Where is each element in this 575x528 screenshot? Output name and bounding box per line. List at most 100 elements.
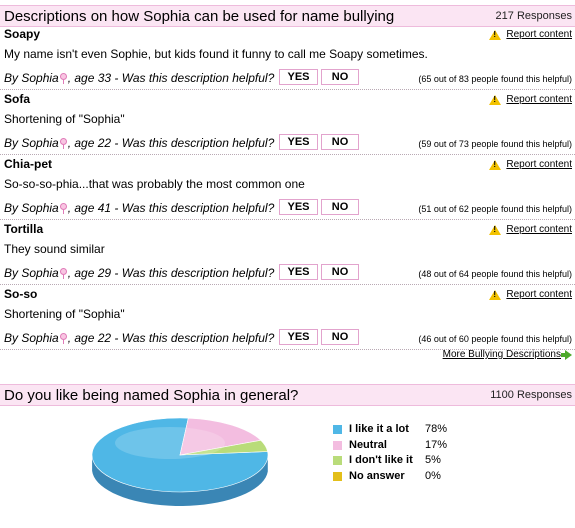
legend-swatch: [333, 471, 342, 481]
helpful-no-button[interactable]: NO: [321, 199, 359, 215]
entry-divider: [0, 284, 575, 285]
report-content-label[interactable]: Report content: [506, 289, 572, 300]
report-content-link[interactable]: Report content: [489, 94, 572, 105]
report-content-label[interactable]: Report content: [506, 94, 572, 105]
entry-name: Sofa: [4, 92, 31, 106]
female-icon: [59, 137, 67, 149]
helpful-question: Was this description helpful?: [121, 201, 275, 215]
legend-percent: 5%: [425, 454, 441, 466]
entry-description: My name isn't even Sophie, but kids foun…: [4, 47, 428, 61]
report-content-link[interactable]: Report content: [489, 289, 572, 300]
entry-author: By Sophia: [4, 331, 59, 345]
bullying-entry: Chia-pet Report content So-so-so-phia...th…: [0, 157, 575, 222]
warning-icon: [489, 94, 502, 105]
helpful-yes-button[interactable]: YES: [279, 329, 318, 345]
entry-age: , age 22 -: [67, 136, 122, 150]
legend-item: I like it a lot 78%: [333, 423, 453, 437]
entry-divider: [0, 154, 575, 155]
entry-age: , age 29 -: [67, 266, 122, 280]
helpful-count: (59 out of 73 people found this helpful): [418, 139, 572, 149]
helpful-count: (51 out of 62 people found this helpful): [418, 204, 572, 214]
helpful-yes-button[interactable]: YES: [279, 69, 318, 85]
entry-author: By Sophia: [4, 266, 59, 280]
entry-description: Shortening of "Sophia": [4, 307, 125, 321]
legend-percent: 17%: [425, 438, 448, 451]
poll-section-title: Do you like being named Sophia in genera…: [4, 387, 299, 404]
warning-icon: [489, 159, 502, 170]
bullying-entry: So-so Report content Shortening of "Sophia…: [0, 287, 575, 352]
legend-label: I don't like it: [349, 454, 413, 466]
entry-divider: [0, 89, 575, 90]
entry-divider: [0, 219, 575, 220]
entry-description: Shortening of "Sophia": [4, 112, 125, 126]
entry-author: By Sophia: [4, 136, 59, 150]
bullying-section-title: Descriptions on how Sophia can be used f…: [4, 8, 395, 25]
bullying-section-header: Descriptions on how Sophia can be used f…: [0, 5, 575, 27]
legend-swatch: [333, 425, 342, 434]
legend-percent: 78%: [425, 423, 448, 435]
helpful-question: Was this description helpful?: [121, 71, 275, 85]
helpful-question: Was this description helpful?: [121, 331, 275, 345]
warning-icon: [489, 289, 502, 300]
legend-label: Neutral: [349, 438, 387, 451]
female-icon: [59, 202, 67, 214]
helpful-no-button[interactable]: NO: [321, 264, 359, 280]
bullying-response-count: 217 Responses: [495, 10, 572, 22]
warning-icon: [489, 29, 502, 40]
pie-slice: [179, 439, 268, 456]
bullying-entry: Soapy Report content My name isn't even So…: [0, 27, 575, 92]
helpful-yes-button[interactable]: YES: [279, 199, 318, 215]
entry-description: So-so-so-phia...that was probably the mo…: [4, 177, 305, 191]
entry-meta: By Sophia , age 22 - Was this description…: [4, 136, 274, 150]
legend-percent: 0%: [425, 469, 441, 482]
helpful-yes-button[interactable]: YES: [279, 134, 318, 150]
helpful-no-button[interactable]: NO: [321, 134, 359, 150]
poll-section-header: Do you like being named Sophia in genera…: [0, 384, 575, 406]
report-content-label[interactable]: Report content: [506, 29, 572, 40]
helpful-yes-button[interactable]: YES: [279, 264, 318, 280]
pie-slice: [179, 417, 262, 456]
bullying-entry: Tortilla Report content They sound similar…: [0, 222, 575, 287]
entry-name: So-so: [4, 287, 38, 301]
more-bullying-link[interactable]: More Bullying Descriptions: [443, 349, 572, 360]
report-content-label[interactable]: Report content: [506, 159, 572, 170]
helpful-count: (65 out of 83 people found this helpful): [418, 74, 572, 84]
arrow-right-icon: [561, 349, 572, 360]
entry-age: , age 41 -: [67, 201, 122, 215]
legend-swatch: [333, 456, 342, 465]
legend-label: I like it a lot: [349, 423, 409, 435]
legend-label: No answer: [349, 469, 405, 482]
legend-item: No answer 0%: [333, 470, 453, 484]
entry-author: By Sophia: [4, 71, 59, 85]
female-icon: [59, 332, 67, 344]
female-icon: [59, 72, 67, 84]
pie-highlight: [115, 427, 225, 459]
pie-slice-side: [92, 456, 268, 506]
female-icon: [59, 267, 67, 279]
entry-meta: By Sophia , age 41 - Was this description…: [4, 201, 274, 215]
entry-age: , age 33 -: [67, 71, 122, 85]
entry-meta: By Sophia , age 22 - Was this description…: [4, 331, 274, 345]
entry-description: They sound similar: [4, 242, 105, 256]
entry-age: , age 22 -: [67, 331, 122, 345]
report-content-link[interactable]: Report content: [489, 159, 572, 170]
more-bullying-label[interactable]: More Bullying Descriptions: [442, 349, 561, 360]
entry-name: Chia-pet: [4, 157, 52, 171]
report-content-label[interactable]: Report content: [506, 224, 572, 235]
report-content-link[interactable]: Report content: [489, 224, 572, 235]
bullying-entry: Sofa Report content Shortening of "Sophia"…: [0, 92, 575, 157]
legend-item: I don't like it 5%: [333, 454, 453, 468]
entry-name: Soapy: [4, 27, 41, 41]
helpful-no-button[interactable]: NO: [321, 69, 359, 85]
legend-swatch: [333, 440, 342, 450]
helpful-question: Was this description helpful?: [121, 266, 275, 280]
warning-icon: [489, 224, 502, 235]
helpful-count: (46 out of 60 people found this helpful): [418, 334, 572, 344]
entry-meta: By Sophia , age 33 - Was this description…: [4, 71, 274, 85]
report-content-link[interactable]: Report content: [489, 29, 572, 40]
poll-response-count: 1100 Responses: [490, 389, 572, 401]
poll-pie-chart: [91, 417, 269, 506]
helpful-no-button[interactable]: NO: [321, 329, 359, 345]
entry-author: By Sophia: [4, 201, 59, 215]
entry-name: Tortilla: [4, 222, 44, 236]
